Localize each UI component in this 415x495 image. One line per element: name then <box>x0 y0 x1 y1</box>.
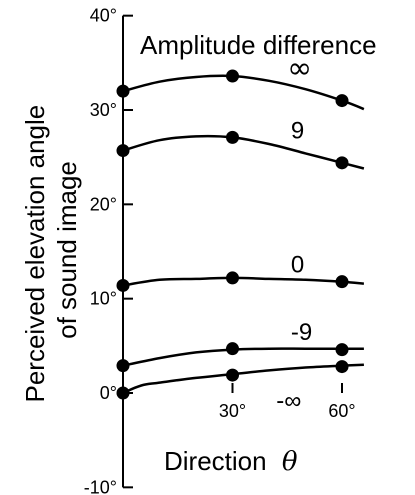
curve-inf <box>122 74 365 111</box>
point-negneginf-60 <box>335 360 349 374</box>
y-axis-title-line-2: of sound image <box>52 161 82 339</box>
series-label-neg9: -9 <box>291 319 312 346</box>
y-tick-label-10: 10° <box>90 289 117 309</box>
curve-9 <box>122 134 365 170</box>
curve-negneginf <box>122 363 364 395</box>
y-tick-label-0: 0° <box>100 383 117 403</box>
x-axis-title-text: Direction <box>164 446 267 476</box>
series-curves <box>122 74 365 395</box>
y-tick-label-30: 30° <box>90 100 117 120</box>
point-negneginf-30 <box>226 368 239 382</box>
point-inf-0 <box>116 84 130 98</box>
point-neg9-0 <box>116 359 130 373</box>
axes: -10° 0° 10° 20° 30° 40° 30° 60° <box>84 6 356 495</box>
point-inf-60 <box>335 94 349 108</box>
series-label-negneginf: -∞ <box>276 387 301 414</box>
point-neg9-60 <box>335 343 349 357</box>
y-axis-title: Perceived elevation angle of sound image <box>20 98 82 403</box>
point-9-60 <box>335 156 349 170</box>
point-0-30 <box>226 271 239 285</box>
series-label-inf: ∞ <box>287 51 312 86</box>
y-tick-label--10: -10° <box>84 477 117 495</box>
point-9-30 <box>226 130 239 144</box>
series-points <box>116 69 349 400</box>
curve-0 <box>122 276 365 287</box>
point-inf-30 <box>226 69 239 83</box>
x-tick-label-30: 30° <box>219 401 246 421</box>
point-0-60 <box>335 275 349 289</box>
y-axis-title-line-1: Perceived elevation angle <box>20 105 50 403</box>
curve-neg9 <box>122 347 364 367</box>
series-labels: ∞ 9 0 -9 -∞ <box>276 51 312 414</box>
theta-symbol: θ <box>282 447 298 477</box>
y-tick-label-20: 20° <box>90 194 117 214</box>
point-negneginf-0 <box>116 386 130 400</box>
point-0-0 <box>116 278 130 292</box>
series-label-0: 0 <box>291 251 304 278</box>
y-tick-label-40: 40° <box>90 6 117 26</box>
point-9-0 <box>116 144 130 158</box>
point-neg9-30 <box>226 342 239 356</box>
x-axis-title: Direction θ <box>164 446 298 477</box>
x-tick-label-60: 60° <box>328 401 355 421</box>
series-label-9: 9 <box>291 118 304 145</box>
legend-title: Amplitude difference <box>140 30 377 60</box>
